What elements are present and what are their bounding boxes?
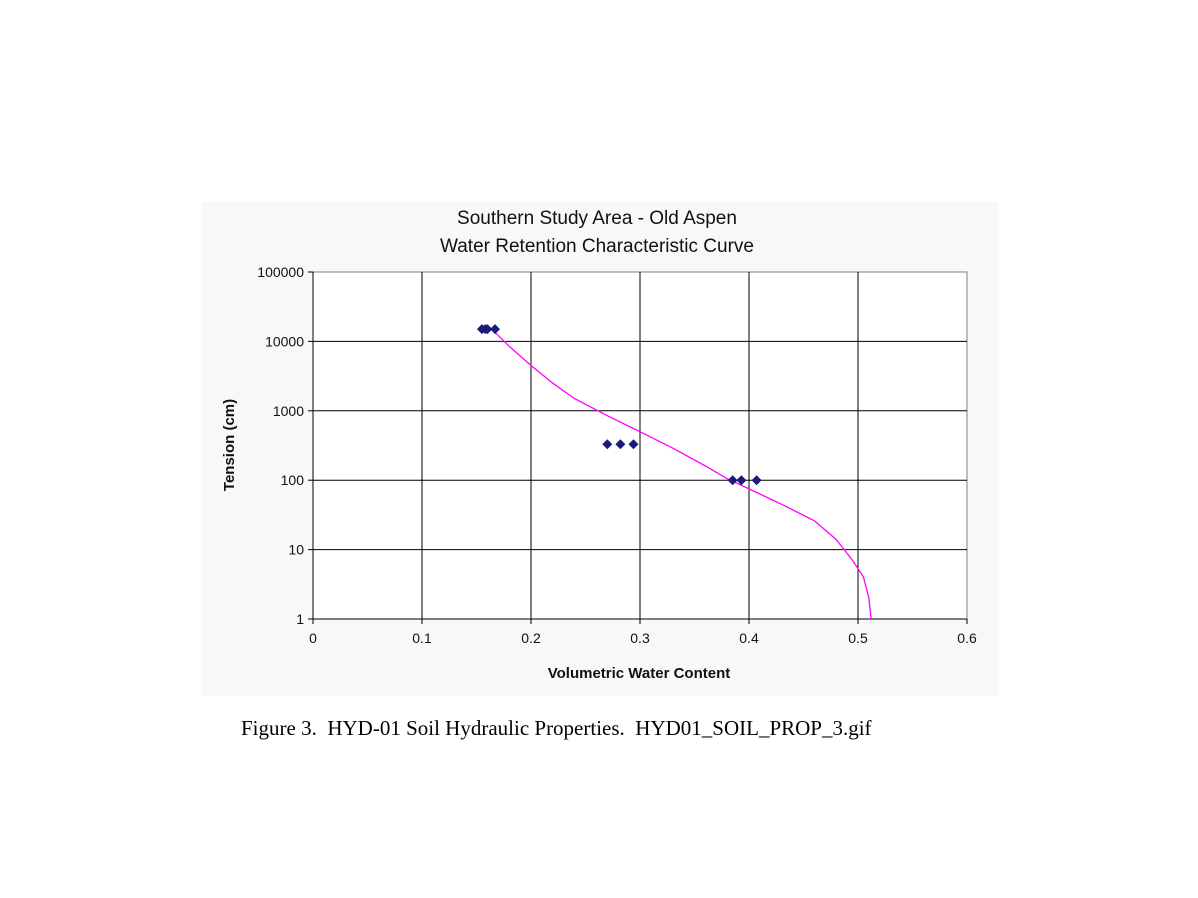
x-tick-label: 0.2	[521, 630, 541, 646]
data-point	[628, 439, 639, 450]
x-tick-label: 0	[309, 630, 317, 646]
x-tick-label: 0.3	[630, 630, 650, 646]
x-tick-label: 0.1	[412, 630, 432, 646]
x-tick-label: 0.5	[848, 630, 868, 646]
chart-title-line-1: Southern Study Area - Old Aspen	[457, 208, 737, 229]
y-tick-label: 100000	[257, 264, 304, 280]
data-point	[482, 324, 493, 335]
x-axis-title: Volumetric Water Content	[548, 665, 731, 682]
y-tick-label: 10	[288, 542, 304, 558]
data-point	[727, 475, 738, 486]
data-point	[602, 439, 613, 450]
fitted-curve	[491, 328, 872, 620]
chart-title-line-2: Water Retention Characteristic Curve	[440, 236, 754, 257]
x-tick-label: 0.6	[957, 630, 977, 646]
grid	[312, 271, 968, 620]
data-point	[490, 324, 501, 335]
y-tick-label: 1	[296, 611, 304, 627]
y-tick-label: 1000	[273, 403, 304, 419]
data-point	[736, 475, 747, 486]
chart-panel: Southern Study Area - Old Aspen Water Re…	[202, 202, 998, 696]
y-tick-label: 10000	[265, 333, 304, 349]
y-axis-title: Tension (cm)	[221, 399, 238, 491]
chart: Southern Study Area - Old Aspen Water Re…	[221, 208, 977, 682]
data-point	[751, 475, 762, 486]
data-point	[615, 439, 626, 450]
axes: 0 0.1 0.2 0.3 0.4 0.5 0.6 1 10 100 1000 10000 100000	[257, 264, 977, 646]
caption-text: Figure 3. HYD-01 Soil Hydraulic Properti…	[241, 716, 872, 740]
y-tick-label: 100	[281, 472, 305, 488]
series	[476, 324, 872, 620]
x-tick-label: 0.4	[739, 630, 759, 646]
